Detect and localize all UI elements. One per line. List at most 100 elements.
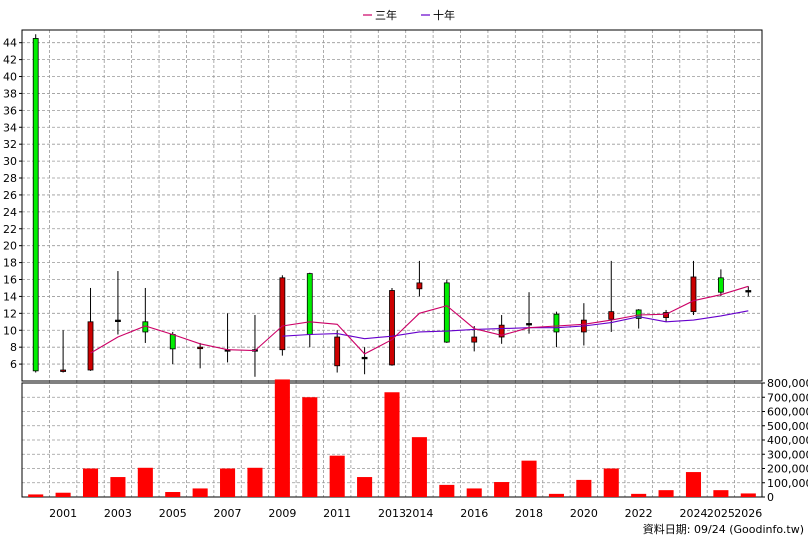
ma-three-year-line <box>90 285 749 355</box>
volume-bar <box>548 493 564 497</box>
year-label: 2014 <box>405 507 433 520</box>
price-candles <box>32 34 752 377</box>
price-tick-label: 36 <box>3 104 17 117</box>
price-tick-label: 28 <box>3 172 17 185</box>
price-tick-label: 18 <box>3 257 17 270</box>
price-tick-label: 22 <box>3 223 17 236</box>
year-label: 2022 <box>625 507 653 520</box>
year-label: 2020 <box>570 507 598 520</box>
volume-tick-label: 200,000 <box>767 463 808 476</box>
candle-body <box>60 369 67 372</box>
year-label: 2025 <box>707 507 735 520</box>
price-tick-label: 6 <box>10 358 17 371</box>
year-label: 2009 <box>268 507 296 520</box>
candle-body <box>334 336 341 367</box>
volume-tick-label: 0 <box>767 491 774 504</box>
volume-bar <box>658 490 674 497</box>
volume-bars <box>28 379 756 497</box>
year-label: 2024 <box>679 507 707 520</box>
volume-bar <box>137 467 153 497</box>
volume-bar <box>603 468 619 497</box>
chart-legend: 三年 十年 <box>363 8 455 22</box>
volume-tick-label: 700,000 <box>767 391 808 404</box>
price-axis: 6 8 10 12 14 16 18 20 22 24 26 28 30 32 34 36 38 40 42 44 <box>3 37 22 371</box>
volume-bar <box>220 468 236 497</box>
volume-bar <box>685 472 702 497</box>
candle-body <box>197 346 204 350</box>
year-label: 2026 <box>734 507 762 520</box>
price-tick-label: 32 <box>3 138 17 151</box>
year-label: 2018 <box>515 507 543 520</box>
volume-bar <box>274 379 290 497</box>
volume-bar <box>466 488 482 497</box>
candle-body <box>608 311 615 320</box>
candle-body <box>279 277 286 351</box>
candle-body <box>717 277 724 293</box>
candle-body <box>745 290 752 293</box>
price-tick-label: 38 <box>3 87 17 100</box>
year-label: 2013 <box>378 507 406 520</box>
volume-bar <box>110 477 126 497</box>
candle-body <box>169 334 176 350</box>
data-date-credit: 資料日期: 09/24 (Goodinfo.tw) <box>642 523 804 536</box>
candle-body <box>635 309 642 319</box>
candle-body <box>306 273 313 335</box>
price-tick-label: 20 <box>3 240 17 253</box>
volume-bar <box>713 490 729 497</box>
volume-bar <box>302 397 318 497</box>
volume-bar <box>576 479 592 497</box>
candle-body <box>361 356 368 360</box>
volume-tick-label: 600,000 <box>767 406 808 419</box>
price-tick-label: 14 <box>3 290 17 303</box>
ma-ten-year-line <box>282 310 749 340</box>
volume-tick-label: 300,000 <box>767 448 808 461</box>
volume-bar <box>329 455 345 497</box>
volume-bar <box>55 492 71 497</box>
price-tick-label: 42 <box>3 54 17 67</box>
volume-tick-label: 400,000 <box>767 434 808 447</box>
price-tick-label: 24 <box>3 206 17 219</box>
candle-body <box>389 290 395 366</box>
year-label: 2003 <box>104 507 132 520</box>
price-tick-label: 16 <box>3 274 17 287</box>
candle-body <box>553 313 560 333</box>
year-label: 2007 <box>214 507 242 520</box>
volume-bar <box>165 492 181 497</box>
volume-bar <box>411 437 427 497</box>
volume-tick-label: 500,000 <box>767 420 808 433</box>
volume-bar <box>28 494 44 497</box>
year-label: 2005 <box>159 507 187 520</box>
price-tick-label: 44 <box>3 37 17 50</box>
moving-average-lines <box>90 285 749 355</box>
legend-label-0: 三年 <box>375 8 397 22</box>
legend-label-1: 十年 <box>433 8 455 22</box>
candle-body <box>443 282 450 343</box>
volume-bar <box>740 493 756 497</box>
candle-body <box>115 319 121 323</box>
price-tick-label: 40 <box>3 71 17 84</box>
candle-body <box>32 38 39 372</box>
price-tick-label: 34 <box>3 121 17 134</box>
year-axis: 2001 2003 2005 2007 2009 2011 2013 2014 2016 2018… <box>49 507 762 520</box>
volume-tick-label: 800,000 <box>767 377 808 390</box>
candle-body <box>87 321 94 371</box>
candle-body <box>498 324 505 338</box>
price-panel-frame <box>21 29 763 382</box>
candle-body <box>526 323 532 326</box>
candle-body <box>663 312 669 318</box>
volume-bar <box>631 493 647 497</box>
candle-body <box>471 336 478 343</box>
year-label: 2001 <box>49 507 77 520</box>
volume-tick-label: 100,000 <box>767 477 808 490</box>
candle-body <box>690 276 697 313</box>
volume-bar <box>82 468 99 497</box>
year-label: 2011 <box>323 507 351 520</box>
volume-bar <box>521 460 537 497</box>
candle-body <box>416 282 423 290</box>
volume-bar <box>384 392 400 497</box>
year-label: 2016 <box>460 507 488 520</box>
price-tick-label: 12 <box>3 307 17 320</box>
